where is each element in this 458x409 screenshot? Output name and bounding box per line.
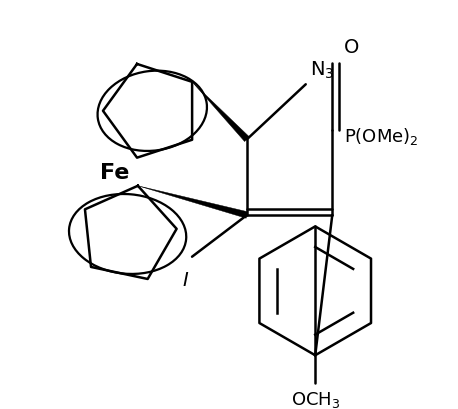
Polygon shape <box>138 187 248 219</box>
Text: I: I <box>182 270 188 289</box>
Text: Fe: Fe <box>100 163 129 183</box>
Text: OCH$_3$: OCH$_3$ <box>290 389 340 409</box>
Text: N$_3$: N$_3$ <box>310 60 334 81</box>
Text: P(OMe)$_2$: P(OMe)$_2$ <box>344 126 418 146</box>
Text: O: O <box>344 38 359 57</box>
Polygon shape <box>192 83 250 142</box>
